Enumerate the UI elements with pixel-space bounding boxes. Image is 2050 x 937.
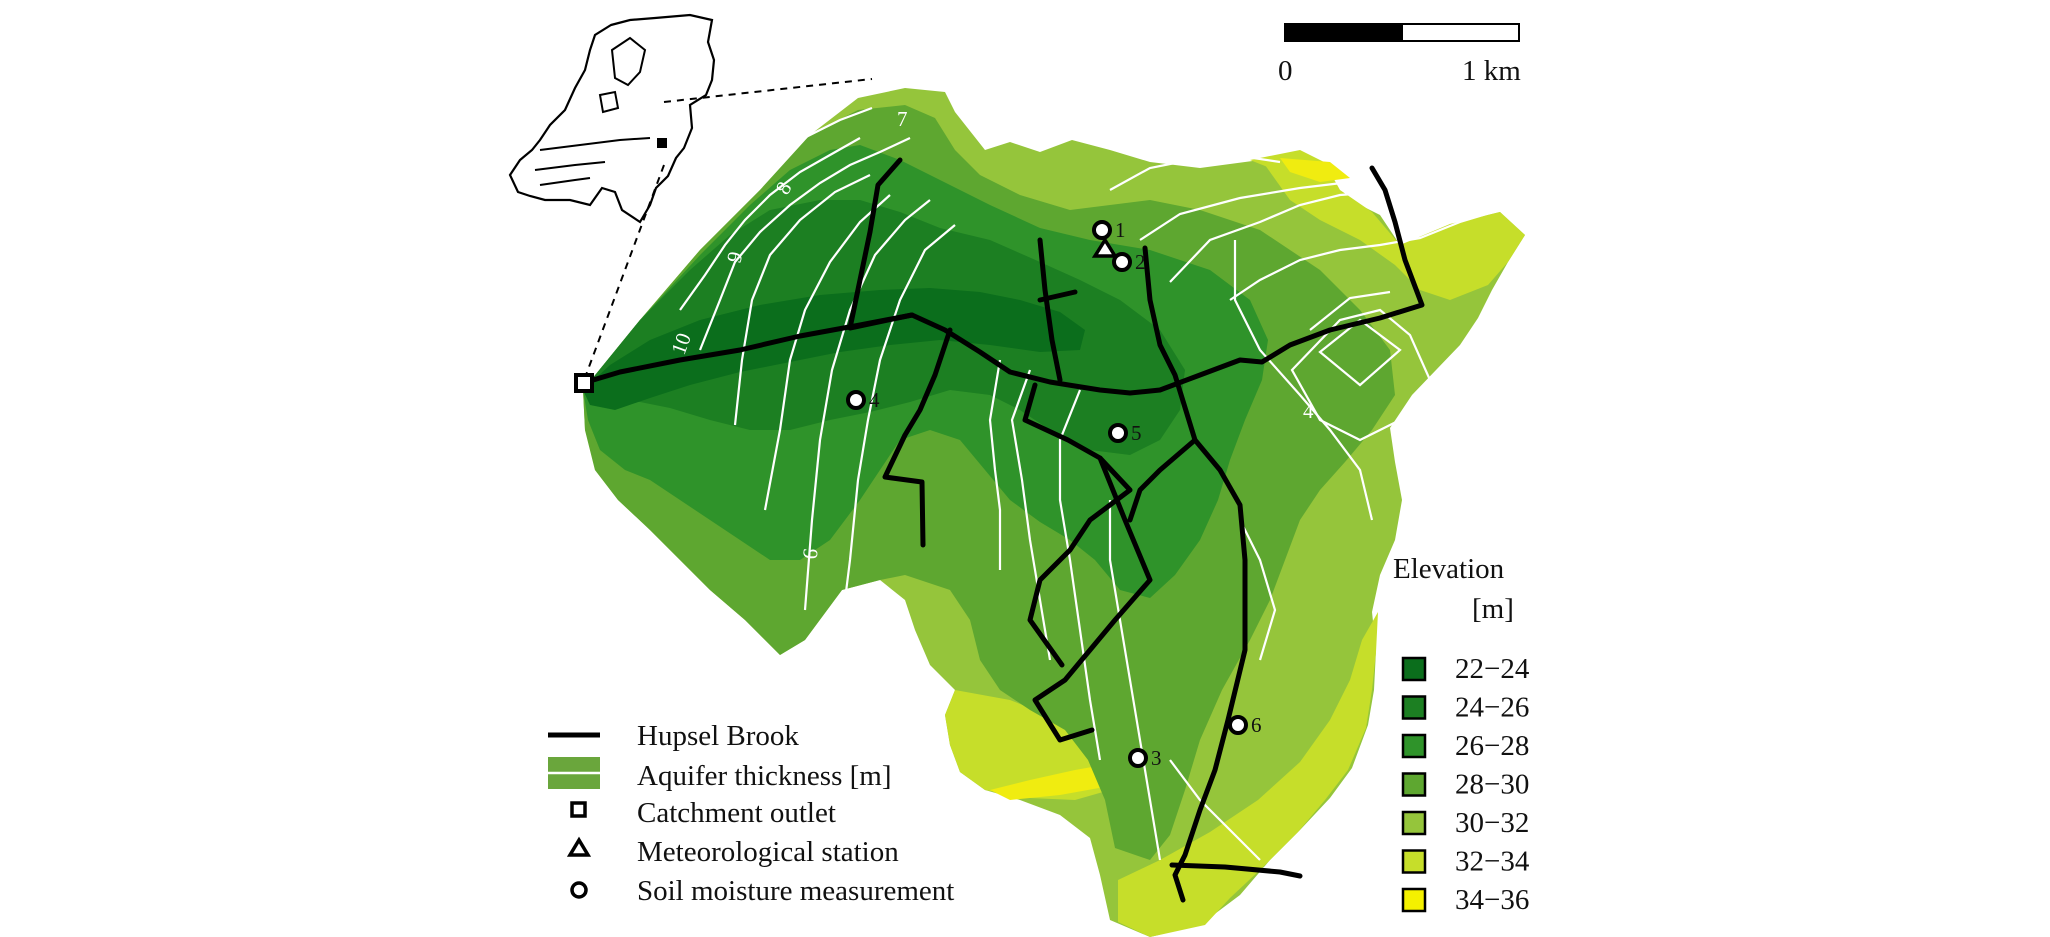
brook-tributary — [1037, 237, 1063, 383]
contour-line — [698, 137, 911, 351]
netherlands-rivers — [534, 137, 651, 186]
catchment-outlet-marker — [574, 373, 594, 393]
site-label: 3 — [1151, 746, 1162, 770]
contour-label: 5 — [837, 590, 862, 603]
elevation-class-label: 32−34 — [1455, 846, 1530, 878]
contour-line — [1058, 389, 1102, 761]
contour-line — [679, 137, 861, 311]
legend-outlet-label: Catchment outlet — [637, 797, 836, 829]
hupsel-brook — [580, 157, 1425, 903]
netherlands-inset — [508, 13, 873, 384]
elevation-swatch — [1401, 772, 1427, 797]
legend-outlet-symbol — [570, 801, 587, 818]
elevation-swatch — [1401, 695, 1427, 720]
contour-line — [1108, 500, 1162, 861]
markers — [574, 236, 1119, 393]
elevation-class-label: 28−30 — [1455, 769, 1529, 801]
contour-label: 4 — [1303, 399, 1314, 423]
soil-moisture-site-6 — [1228, 715, 1248, 735]
soil-moisture-site-1 — [1092, 220, 1112, 240]
contour-line — [1318, 318, 1402, 387]
brook-tributary — [1142, 245, 1248, 903]
elevation-swatch — [1401, 810, 1427, 836]
scalebar-start-label: 0 — [1278, 55, 1293, 87]
scalebar-dark-segment — [1284, 23, 1403, 42]
meteorological-station-marker — [1091, 236, 1119, 258]
inset-connector-line — [663, 78, 873, 103]
soil-moisture-sites: 1 2 3 4 5 6 — [846, 218, 1262, 770]
elevation-legend-unit: [m] — [1472, 593, 1514, 625]
elevation-class-label: 26−28 — [1455, 730, 1529, 762]
contour-line — [838, 224, 956, 641]
netherlands-outline — [508, 13, 716, 224]
elevation-swatch — [1401, 887, 1427, 913]
legend-met-station-symbol — [566, 836, 592, 857]
contour-line — [763, 194, 891, 511]
elevation-class-label: 30−32 — [1455, 807, 1529, 839]
contour-line — [733, 174, 871, 426]
aquifer-contours — [639, 106, 1501, 861]
soil-moisture-site-5 — [1108, 423, 1128, 443]
elevation-zone-22-24 — [583, 288, 1085, 410]
contour-line — [1139, 180, 1391, 241]
contour-line — [1169, 190, 1461, 283]
contour-line — [988, 359, 1002, 570]
contour-label: 7 — [897, 107, 908, 131]
map-legend: Hupsel Brook Aquifer thickness [m] Catch… — [548, 720, 954, 907]
elevation-class-label: 24−26 — [1455, 692, 1529, 724]
elevation-swatch — [1401, 849, 1427, 874]
contour-line — [1229, 208, 1501, 301]
contour-line — [1309, 290, 1391, 331]
site-label: 1 — [1115, 218, 1126, 242]
contour-line — [1290, 308, 1432, 442]
scalebar-end-label: 1 km — [1462, 55, 1521, 87]
soil-moisture-site-2 — [1112, 252, 1132, 272]
elevation-swatch — [1401, 733, 1427, 759]
contour-line — [1233, 240, 1374, 521]
legend-brook-label: Hupsel Brook — [637, 720, 799, 752]
site-label: 5 — [1131, 421, 1142, 445]
contour-line — [654, 106, 873, 271]
contour-line — [1239, 519, 1277, 661]
contour-line — [1109, 154, 1281, 191]
brook-tributary — [1169, 862, 1303, 879]
soil-moisture-site-3 — [1128, 748, 1148, 768]
legend-met-station-label: Meteorological station — [637, 836, 899, 868]
site-label: 6 — [1251, 713, 1262, 737]
elevation-swatch — [1401, 656, 1427, 682]
contour-line — [1169, 759, 1261, 861]
contour-line — [803, 199, 931, 611]
brook-tributary — [1127, 437, 1198, 523]
brook-main-channel — [580, 165, 1425, 396]
brook-tributary — [847, 157, 915, 331]
contour-label: 9 — [798, 548, 823, 561]
brook-tributary — [882, 327, 953, 548]
contour-line — [1010, 369, 1052, 661]
legend-aquifer-label: Aquifer thickness [m] — [637, 760, 892, 792]
scalebar-light-segment — [1401, 23, 1520, 42]
scalebar: 0 1 km — [1278, 23, 1521, 87]
elevation-legend-classes: 22−24 24−26 26−28 28−30 30−32 32−34 34−36 — [1401, 653, 1530, 916]
brook-tributary — [1022, 382, 1133, 668]
elevation-legend-title: Elevation — [1393, 553, 1505, 585]
elevation-class-label: 22−24 — [1455, 653, 1530, 685]
contour-line — [639, 129, 741, 221]
legend-soil-moisture-symbol — [570, 881, 588, 899]
site-label: 2 — [1135, 250, 1146, 274]
brook-tributary — [1032, 455, 1153, 743]
brook-tributary — [1037, 289, 1078, 303]
soil-moisture-site-4 — [846, 390, 866, 410]
inset-catchment-marker — [657, 138, 667, 148]
contour-label: 5 — [1418, 186, 1429, 210]
elevation-legend: Elevation [m] 22−24 24−26 26−28 28−30 30−32 3… — [1393, 553, 1530, 916]
site-label: 4 — [869, 388, 880, 412]
legend-soil-moisture-label: Soil moisture measurement — [637, 875, 954, 907]
elevation-class-label: 34−36 — [1455, 884, 1529, 916]
netherlands-ijsselmeer — [598, 36, 647, 114]
